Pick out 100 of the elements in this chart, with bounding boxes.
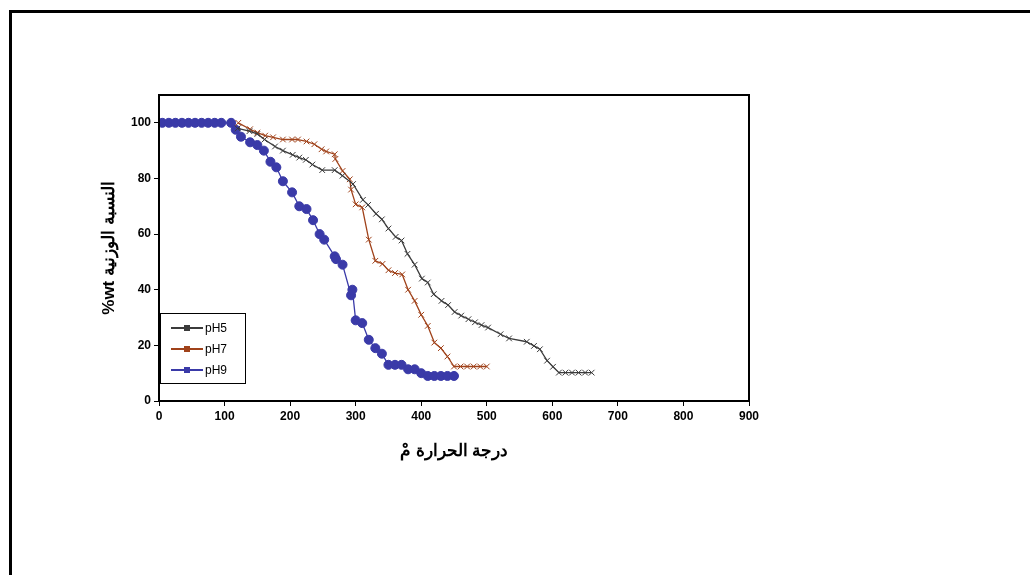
x-tick-label: 100 (214, 408, 235, 423)
legend-label: pH7 (205, 341, 228, 356)
point (562, 369, 569, 376)
point (352, 201, 359, 208)
point (363, 334, 374, 345)
point (252, 140, 263, 151)
point (568, 369, 576, 376)
point (339, 172, 346, 179)
point (398, 271, 406, 278)
point (308, 215, 319, 226)
point (322, 148, 330, 155)
point (392, 233, 399, 241)
point (476, 363, 484, 370)
point (271, 143, 279, 150)
point (358, 204, 366, 211)
x-tick-label: 700 (607, 408, 629, 423)
y-tick-label: 60 (137, 226, 152, 241)
point (588, 369, 595, 376)
point (478, 321, 485, 329)
point (265, 156, 276, 167)
point (431, 339, 438, 346)
point (424, 322, 432, 330)
point (404, 250, 411, 258)
point (339, 167, 346, 175)
point (295, 154, 303, 161)
point (575, 369, 582, 376)
y-tick-label: 40 (137, 282, 152, 297)
point (430, 290, 438, 298)
point (289, 151, 297, 159)
point (234, 125, 241, 132)
point (279, 147, 287, 154)
x-tick-label: 800 (673, 408, 694, 423)
point (484, 324, 492, 331)
legend-label: pH9 (205, 362, 228, 377)
point (483, 363, 491, 370)
point (444, 301, 452, 309)
point (271, 162, 282, 173)
point (497, 330, 504, 338)
y-tick-label: 0 (144, 393, 152, 408)
point (277, 176, 288, 187)
point (378, 216, 386, 223)
point (385, 266, 392, 274)
point (451, 308, 458, 316)
point (424, 279, 432, 286)
point (261, 132, 269, 139)
point (523, 338, 531, 346)
y-tick-label: 80 (137, 170, 152, 185)
point (226, 117, 237, 128)
point (465, 315, 472, 323)
x-tick-label: 600 (542, 408, 563, 423)
point (357, 318, 368, 329)
point (376, 348, 387, 359)
point (411, 261, 418, 269)
point (471, 318, 479, 326)
y-axis-title: %wt النسبة الوزنية (98, 181, 119, 315)
point (235, 131, 246, 142)
point (288, 136, 296, 143)
point (581, 369, 589, 376)
point (555, 369, 563, 376)
point (269, 133, 277, 141)
point (347, 186, 355, 193)
point (331, 166, 339, 174)
legend-label: pH5 (205, 320, 228, 335)
point (449, 370, 459, 381)
point (379, 260, 386, 268)
point (417, 311, 425, 319)
x-tick-label: 900 (738, 408, 760, 423)
point (543, 357, 551, 364)
point (411, 297, 418, 305)
point (279, 136, 287, 143)
point (470, 363, 477, 370)
point (438, 297, 445, 305)
point (347, 284, 358, 295)
x-tick-label: 200 (280, 408, 301, 423)
point (294, 136, 302, 143)
point (337, 259, 348, 270)
point (346, 175, 354, 183)
point (258, 145, 269, 156)
x-tick-label: 300 (345, 408, 366, 423)
point (549, 363, 557, 371)
point (372, 257, 379, 265)
point (404, 286, 412, 294)
point (372, 210, 380, 218)
point (370, 343, 381, 354)
point (457, 312, 465, 319)
point (530, 342, 538, 350)
x-tick-label: 400 (411, 408, 432, 423)
point (234, 119, 242, 127)
point (463, 363, 471, 370)
point (301, 204, 312, 215)
point (505, 335, 513, 342)
point (450, 363, 458, 370)
point (287, 187, 298, 198)
point (318, 145, 325, 153)
x-tick-label: 0 (155, 408, 163, 423)
y-tick-label: 100 (130, 115, 152, 130)
point (536, 345, 544, 353)
point (365, 236, 373, 243)
point (319, 234, 330, 245)
point (418, 275, 426, 282)
